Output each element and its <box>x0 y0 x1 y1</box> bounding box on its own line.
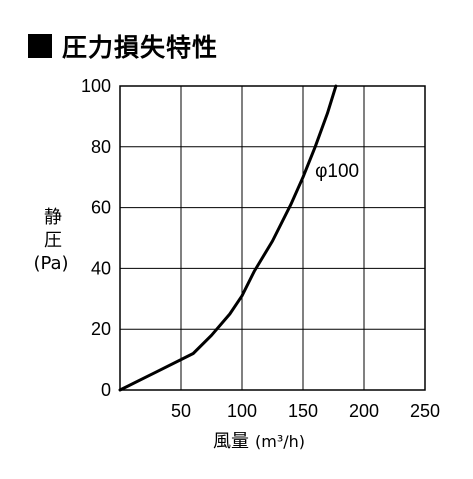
x-tick-label: 50 <box>171 401 191 421</box>
y-tick-label: 60 <box>91 198 111 218</box>
x-axis-label-main: 風量 <box>213 431 249 452</box>
chart-title-text: 圧力損失特性 <box>62 33 219 62</box>
x-tick-label: 200 <box>349 401 379 421</box>
x-axis-label-unit: (m³/h) <box>255 432 305 451</box>
title-square-icon <box>28 34 52 58</box>
y-tick-labels: 0 20 40 60 80 100 <box>81 76 111 400</box>
y-axis-label-line2: 圧 <box>44 230 62 251</box>
y-tick-label: 40 <box>91 258 111 278</box>
x-tick-label: 100 <box>227 401 257 421</box>
x-tick-labels: 50 100 150 200 250 <box>171 401 440 421</box>
y-tick-label: 20 <box>91 319 111 339</box>
y-tick-label: 80 <box>91 137 111 157</box>
x-tick-label: 250 <box>410 401 440 421</box>
y-tick-label: 0 <box>101 380 111 400</box>
series-label: φ100 <box>315 161 359 182</box>
series-layer: φ100 <box>118 84 359 392</box>
y-axis-label-unit: (Pa) <box>33 253 68 274</box>
x-tick-label: 150 <box>288 401 318 421</box>
y-axis-label-line1: 静 <box>44 207 62 228</box>
series-line <box>118 84 338 392</box>
chart-title: 圧力損失特性 <box>28 26 218 66</box>
plot-frame <box>119 85 426 391</box>
y-tick-label: 100 <box>81 76 111 96</box>
